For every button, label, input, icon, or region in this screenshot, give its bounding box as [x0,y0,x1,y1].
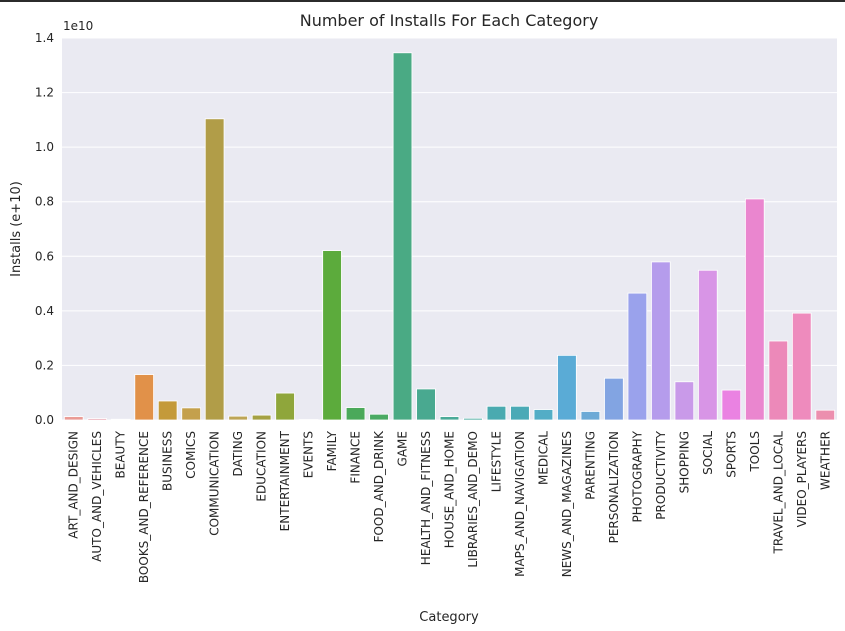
x-tick-labels: ART_AND_DESIGN AUTO_AND_VEHICLES BEAUTY BOO… [67,430,833,583]
x-tick-label: DATING [231,431,245,476]
y-tick-label: 0.8 [35,195,54,209]
x-tick-label: SOCIAL [701,431,715,475]
x-tick-label: PARENTING [583,431,597,500]
x-tick-label: ART_AND_DESIGN [67,431,81,539]
bar-business [157,400,178,421]
x-tick-label: NEWS_AND_MAGAZINES [560,431,574,577]
bar-shopping [674,381,695,421]
bar-video-players [791,312,812,421]
bar-medical [533,409,554,421]
y-tick-label: 1.0 [35,140,54,154]
bar-beauty [110,418,131,421]
bar-photography [627,292,648,421]
bar-family [322,250,342,421]
bar-lifestyle [486,405,507,421]
y-axis-label: Installs (e+10) [9,181,24,277]
bar-books-and-reference [134,374,154,421]
bar-tools [745,198,765,421]
bar-communication [204,118,225,421]
bar-education [251,414,272,421]
bars [63,52,836,421]
bar-food-and-drink [369,413,389,421]
x-tick-label: TOOLS [748,431,762,473]
bar-productivity [651,261,671,421]
x-tick-label: BOOKS_AND_REFERENCE [137,431,151,583]
x-tick-label: MAPS_AND_NAVIGATION [513,431,527,577]
x-tick-label: EDUCATION [255,431,269,502]
x-tick-label: COMICS [184,431,198,479]
bar-news-and-magazines [557,354,577,421]
bar-dating [228,415,248,421]
x-tick-label: PRODUCTIVITY [654,430,668,519]
bar-comics [181,407,201,421]
bar-art-and-design [63,416,84,421]
bar-sports [721,389,742,421]
x-axis-label: Category [419,610,479,625]
y-tick-label: 0.2 [35,358,54,372]
plot-area [62,38,837,420]
bar-auto-and-vehicles [87,418,108,421]
bar-travel-and-local [768,340,789,421]
window-top-border [0,0,845,2]
y-tick-label: 1.2 [35,86,54,100]
x-tick-label: AUTO_AND_VEHICLES [90,431,104,562]
x-tick-label: COMMUNICATION [208,431,222,536]
x-tick-label: GAME [396,431,410,466]
y-tick-labels: 0.0 0.2 0.4 0.6 0.8 1.0 1.2 1.4 [35,31,54,427]
bar-health-and-fitness [416,388,436,421]
y-tick-label: 1.4 [35,31,54,45]
x-tick-label: PERSONALIZATION [607,431,621,543]
y-tick-label: 0.6 [35,249,54,263]
x-tick-label: LIFESTYLE [489,431,503,492]
y-offset-label: 1e10 [63,19,93,33]
bar-finance [345,407,366,421]
y-tick-label: 0.4 [35,304,54,318]
bar-entertainment [275,392,295,421]
x-tick-label: HEALTH_AND_FITNESS [419,431,433,565]
bar-game [392,52,413,421]
chart-title: Number of Installs For Each Category [300,11,599,30]
x-tick-label: FAMILY [325,430,339,471]
x-tick-label: PHOTOGRAPHY [630,430,644,522]
x-tick-label: EVENTS [302,431,316,478]
bar-parenting [580,411,601,421]
bar-libraries-and-demo [463,417,483,421]
x-tick-label: FOOD_AND_DRINK [372,430,386,543]
x-tick-label: BEAUTY [114,430,128,478]
x-tick-label: HOUSE_AND_HOME [443,431,457,548]
x-tick-label: TRAVEL_AND_LOCAL [771,431,785,555]
x-tick-label: SHOPPING [677,431,691,493]
x-tick-label: LIBRARIES_AND_DEMO [466,431,480,568]
bar-house-and-home [439,416,460,421]
x-tick-label: BUSINESS [161,431,175,491]
x-tick-label: WEATHER [818,431,832,490]
bar-social [698,269,718,421]
x-tick-label: SPORTS [724,431,738,478]
bar-weather [815,409,836,421]
bar-maps-and-navigation [510,405,530,421]
x-tick-label: MEDICAL [536,431,550,485]
x-tick-label: ENTERTAINMENT [278,430,292,531]
x-tick-label: VIDEO_PLAYERS [795,431,809,527]
bar-personalization [604,377,624,421]
x-tick-label: FINANCE [349,431,363,484]
y-tick-label: 0.0 [35,413,54,427]
